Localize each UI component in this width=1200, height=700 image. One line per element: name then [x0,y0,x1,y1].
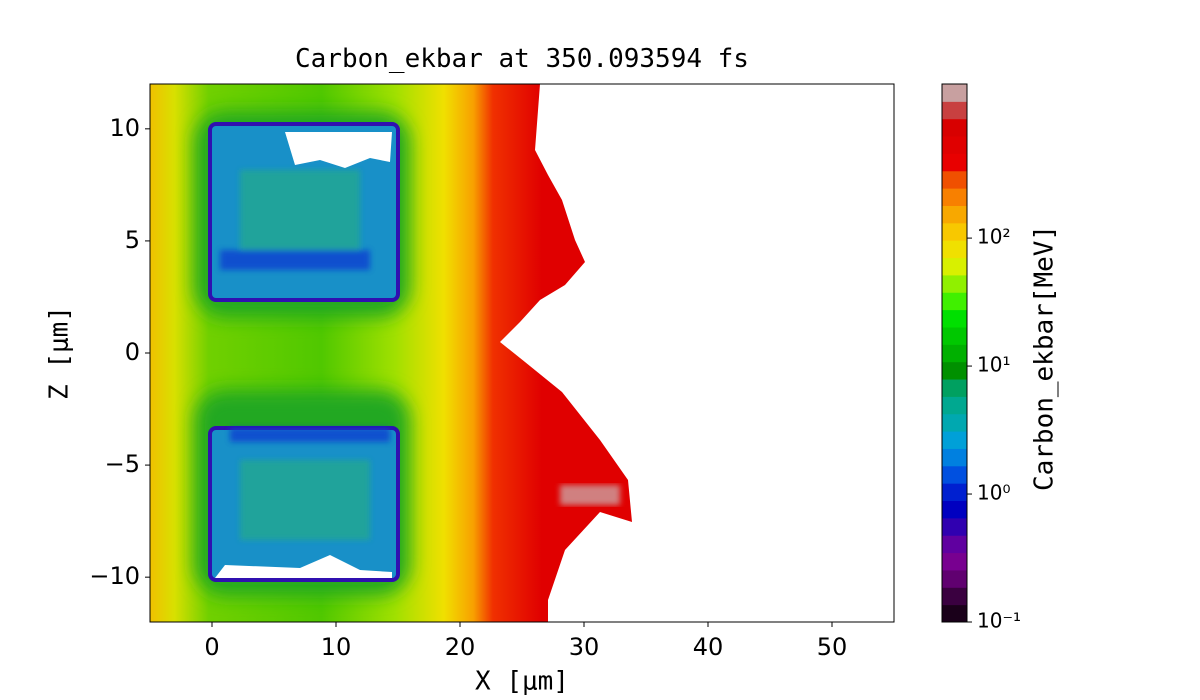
colorbar-band [942,101,967,120]
colorbar-band [942,257,967,276]
colorbar-label: Carbon_ekbar[MeV] [1030,225,1060,491]
chart-title: Carbon_ekbar at 350.093594 fs [295,44,749,74]
colorbar-band [942,274,967,293]
colorbar-band [942,153,967,172]
y-axis-label: Z [μm] [45,306,75,400]
x-tick-label: 40 [693,633,724,661]
colorbar-band [942,205,967,224]
x-tick-label: 10 [321,633,352,661]
colorbar-band [942,361,967,380]
colorbar-band [942,84,967,102]
colorbar-band [942,465,967,484]
field [150,84,632,622]
colorbar-band [942,136,967,154]
colorbar-band [942,344,967,363]
colorbar-tick-label: 10⁻¹ [977,609,1021,633]
colorbar-frame [941,83,968,623]
colorbar-band [942,552,967,571]
colorbar-band [942,448,967,467]
colorbar-band [942,188,967,206]
colorbar-band [942,483,967,502]
colorbar-band [942,170,967,189]
colorbar-band [942,396,967,415]
colorbar-band [942,309,967,328]
colorbar-band [942,292,967,311]
x-tick-label: 0 [204,633,219,661]
x-tick-label: 20 [445,633,476,661]
colorbar-band [942,431,967,449]
colorbar-band [942,240,967,259]
colorbar-band [942,500,967,519]
colorbar-band [942,517,967,536]
y-tick-label: 5 [125,226,140,254]
colorbar-band [942,604,967,623]
colorbar-tick-label: 10² [977,225,1010,249]
colorbar-band [942,535,967,554]
x-tick-label: 30 [569,633,600,661]
colorbar-band [942,569,967,588]
y-tick-label: −5 [105,450,140,478]
y-tick-label: 0 [125,338,140,366]
colorbar-band [942,379,967,397]
x-tick-label: 50 [817,633,848,661]
y-tick-label: 10 [109,114,140,142]
colorbar-band [942,222,967,241]
colorbar-band [942,118,967,137]
colorbar-tick-label: 10¹ [977,353,1010,377]
colorbar-band [942,587,967,606]
x-axis-label: X [μm] [475,667,569,697]
colorbar-tick-label: 10⁰ [977,481,1010,505]
colorbar-band [942,326,967,345]
colorbar-band [942,413,967,432]
y-tick-label: −10 [89,562,140,590]
